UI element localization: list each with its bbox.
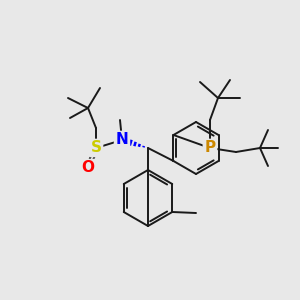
Text: P: P — [204, 140, 216, 155]
Text: N: N — [116, 133, 128, 148]
Text: S: S — [91, 140, 101, 155]
Text: O: O — [82, 160, 94, 175]
